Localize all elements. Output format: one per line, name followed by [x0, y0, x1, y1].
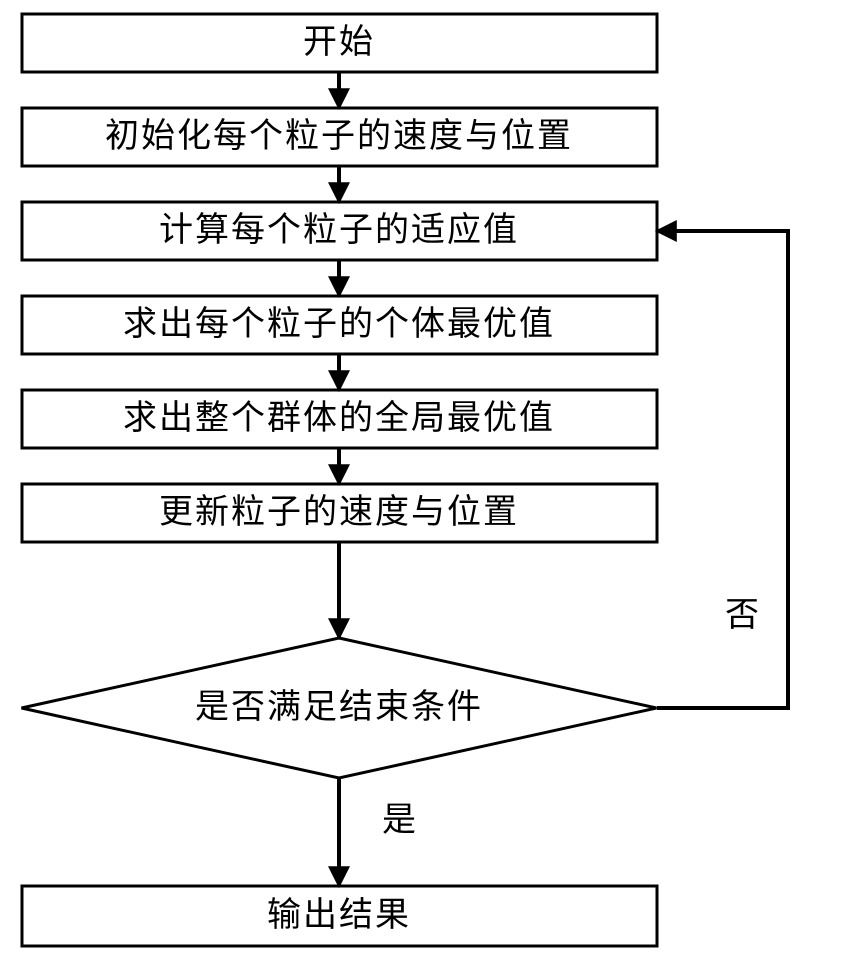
feedback-edge — [657, 231, 788, 708]
flow-node-update: 更新粒子的速度与位置 — [22, 484, 657, 542]
flow-node-gbest: 求出整个群体的全局最优值 — [22, 390, 657, 448]
node-label: 更新粒子的速度与位置 — [159, 493, 519, 531]
flow-node-output: 输出结果 — [22, 886, 657, 946]
flow-node-pbest: 求出每个粒子的个体最优值 — [22, 296, 657, 354]
node-label: 是否满足结束条件 — [195, 688, 483, 726]
node-label: 计算每个粒子的适应值 — [159, 211, 519, 249]
flow-node-init: 初始化每个粒子的速度与位置 — [22, 108, 657, 166]
node-label: 开始 — [303, 23, 375, 61]
flow-node-start: 开始 — [22, 14, 657, 72]
node-label: 求出整个群体的全局最优值 — [123, 399, 555, 437]
node-label: 求出每个粒子的个体最优值 — [123, 305, 555, 343]
edge-label: 是 — [382, 802, 416, 839]
node-label: 输出结果 — [267, 896, 411, 934]
flow-node-cond: 是否满足结束条件 — [22, 638, 657, 778]
flow-node-fitness: 计算每个粒子的适应值 — [22, 202, 657, 260]
edge-label: 否 — [725, 597, 759, 634]
node-label: 初始化每个粒子的速度与位置 — [105, 117, 573, 155]
